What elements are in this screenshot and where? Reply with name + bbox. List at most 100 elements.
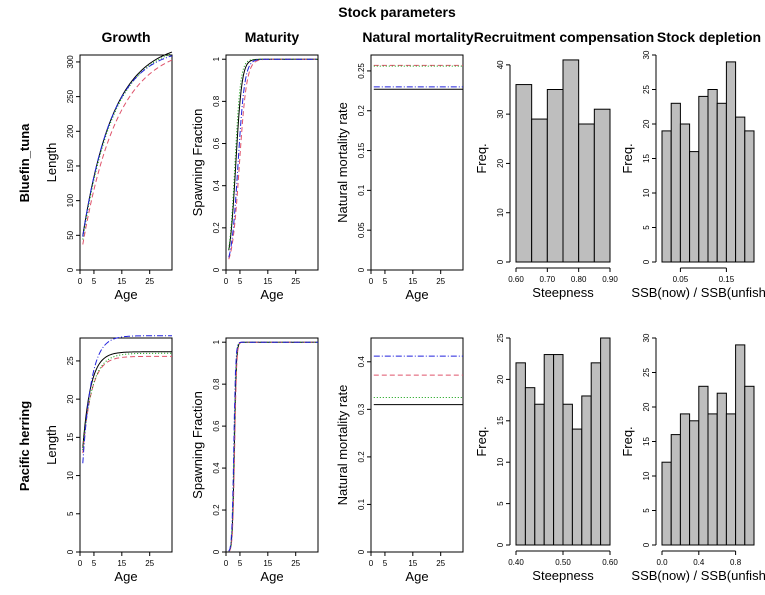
y-tick-label: 0.4 [212, 180, 221, 192]
histogram-bar [562, 59, 580, 263]
histogram-bar [716, 392, 727, 546]
y-tick-label: 0 [642, 259, 651, 264]
y-axis-label: Length [44, 425, 59, 465]
histogram-bar [670, 434, 681, 546]
histogram-bar [744, 385, 755, 546]
x-tick-label: 25 [291, 277, 300, 286]
y-tick-label: 300 [66, 55, 75, 69]
x-tick-label: 0.80 [571, 275, 587, 284]
y-tick-label: 0.1 [357, 184, 366, 196]
series-line-2 [228, 58, 318, 260]
x-tick-label: 25 [145, 277, 154, 286]
y-tick-label: 0 [496, 542, 505, 547]
x-tick-label: 0 [224, 559, 229, 568]
x-tick-label: 0 [78, 277, 83, 286]
y-tick-label: 20 [642, 402, 651, 411]
chart-panel-herring-steepness: 0.40 0.50 0.60 0 5 10 15 20 25 Steepness Freq. [474, 333, 618, 583]
y-tick-label: 20 [66, 394, 75, 403]
x-tick-label: 5 [383, 559, 388, 568]
histogram-bar [515, 84, 533, 263]
column-title-natural-mortality: Natural mortality [362, 29, 473, 45]
y-axis-label: Freq. [620, 426, 635, 456]
histogram-bar [689, 151, 700, 263]
y-tick-label: 0 [66, 549, 75, 554]
x-tick-label: 25 [291, 559, 300, 568]
x-axis-label: SSB(now) / SSB(unfished) [631, 285, 765, 300]
y-tick-label: 15 [66, 432, 75, 441]
histogram-bar [725, 61, 737, 263]
y-tick-label: 30 [642, 333, 651, 342]
x-tick-label: 25 [436, 559, 445, 568]
row-title-bluefin-tuna: Bluefin_tuna [17, 123, 32, 202]
y-tick-label: 25 [496, 333, 505, 342]
x-tick-label: 0.50 [555, 558, 571, 567]
series-line-4 [82, 335, 172, 464]
histogram-bar [744, 130, 755, 263]
y-tick-label: 0 [496, 259, 505, 264]
y-tick-label: 0.15 [357, 142, 366, 158]
series-line-2 [82, 59, 173, 245]
x-tick-label: 0.05 [673, 275, 689, 284]
y-tick-label: 1 [212, 339, 221, 344]
histogram-bar [515, 362, 526, 546]
y-tick-label: 15 [642, 437, 651, 446]
y-axis-label: Freq. [474, 426, 489, 456]
plot-frame [370, 337, 464, 553]
x-tick-label: 5 [92, 277, 97, 286]
x-tick-label: 15 [408, 559, 417, 568]
y-tick-label: 250 [66, 89, 75, 103]
x-tick-label: 0.4 [693, 558, 705, 567]
y-tick-label: 0.05 [357, 222, 366, 238]
x-tick-label: 0.60 [508, 275, 524, 284]
y-tick-label: 20 [642, 119, 651, 128]
y-tick-label: 25 [642, 368, 651, 377]
plot-frame [225, 54, 319, 271]
x-tick-label: 0.90 [602, 275, 618, 284]
y-tick-label: 0.1 [357, 498, 366, 510]
histogram-bar [562, 403, 573, 546]
series-line-4 [82, 55, 173, 237]
histogram-bar [531, 118, 548, 263]
y-tick-label: 25 [66, 356, 75, 365]
y-tick-label: 5 [496, 501, 505, 506]
histogram-bar [735, 344, 746, 546]
y-tick-label: 10 [496, 457, 505, 466]
chart-panel-tuna-depletion: 0.05 0.15 0 5 10 15 20 25 30 SSB(now) / SSB(unfis… [620, 50, 765, 300]
y-tick-label: 0.6 [212, 137, 221, 149]
histogram-bar [553, 354, 564, 546]
y-axis-label: Spawning Fraction [190, 109, 205, 217]
figure-title: Stock parameters [338, 4, 456, 20]
x-tick-label: 25 [145, 559, 154, 568]
y-tick-label: 0.2 [212, 504, 221, 516]
histogram-bar [725, 413, 737, 546]
column-title-stock-depletion: Stock depletion [657, 29, 761, 45]
y-tick-label: 5 [642, 508, 651, 513]
x-tick-label: 0.40 [508, 558, 524, 567]
y-tick-label: 1 [212, 56, 221, 61]
series-line-1 [82, 351, 172, 448]
y-tick-label: 0 [642, 542, 651, 547]
histogram-bar [716, 102, 727, 263]
series-line-1 [82, 51, 173, 236]
x-tick-label: 5 [238, 277, 243, 286]
series-line-2 [82, 355, 172, 454]
x-axis-label: Age [260, 287, 283, 302]
y-tick-label: 150 [66, 159, 75, 173]
column-title-growth: Growth [102, 29, 151, 45]
histogram-bar [707, 89, 718, 263]
x-tick-label: 15 [117, 559, 126, 568]
histogram-bar [543, 354, 555, 546]
x-axis-label: Age [114, 287, 137, 302]
x-axis-label: SSB(now) / SSB(unfished) [631, 568, 765, 583]
column-title-maturity: Maturity [245, 29, 300, 45]
x-tick-label: 0 [78, 559, 83, 568]
x-axis-label: Age [260, 569, 283, 584]
y-tick-label: 0 [212, 267, 221, 272]
histogram-bar [670, 102, 681, 263]
y-tick-label: 0.2 [357, 451, 366, 463]
y-tick-label: 5 [66, 511, 75, 516]
y-axis-label: Natural mortality rate [335, 385, 350, 506]
